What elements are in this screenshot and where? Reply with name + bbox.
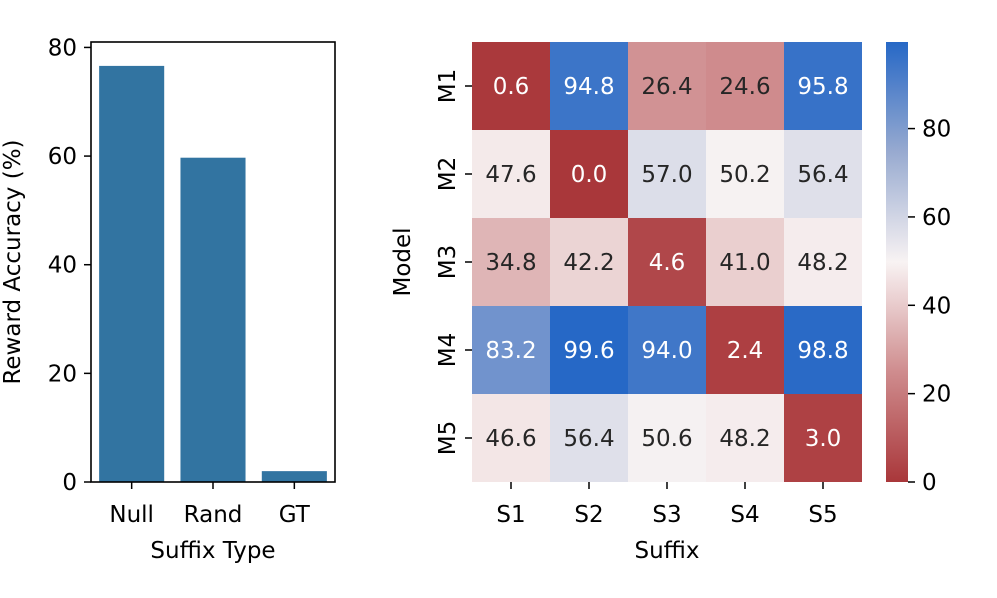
heatmap-cell [706,130,784,218]
heatmap-x-axis-title: Suffix [634,538,699,564]
heatmap-cell-label: 48.2 [719,426,770,452]
heatmap-x-tick-label: S4 [730,502,759,528]
heatmap-cell-label: 98.8 [797,338,848,364]
heatmap-cell [550,42,628,130]
heatmap-y-tick-label: M3 [435,245,461,279]
heatmap-y-tick-label: M5 [435,421,461,455]
heatmap-cell-label: 47.6 [485,162,536,188]
heatmap-cell-label: 2.4 [727,338,764,364]
heatmap-cell [550,306,628,394]
bar-y-axis-title: Reward Accuracy (%) [0,139,26,384]
y-tick-label: 20 [48,361,77,387]
y-tick-label: 40 [48,253,77,279]
heatmap-cell-label: 0.0 [571,162,608,188]
heatmap-y-axis-title: Model [390,227,416,296]
heatmap-cell-label: 34.8 [485,250,536,276]
heatmap-cell-label: 56.4 [563,426,614,452]
bar-x-axis-ticks: Null Rand GT [109,482,311,528]
x-tick-label: GT [279,502,311,528]
heatmap-cell [706,394,784,482]
y-tick-label: 0 [62,470,77,496]
heatmap-cell [784,394,862,482]
heatmap-cell-label: 42.2 [563,250,614,276]
x-tick-label: Null [109,502,154,528]
heatmap-cell-label: 24.6 [719,74,770,100]
bar-group [99,65,327,482]
heatmap-cell [472,394,550,482]
heatmap-cell-label: 56.4 [797,162,848,188]
heatmap-y-axis-ticks: M1 M2 M3 M4 M5 [435,69,472,455]
heatmap-cell [784,306,862,394]
heatmap-cell [628,394,706,482]
heatmap-y-tick-label: M2 [435,157,461,191]
heatmap-cell-label: 3.0 [805,426,842,452]
heatmap-x-axis-ticks: S1 S2 S3 S4 S5 [496,482,838,528]
bar-x-axis-title: Suffix Type [150,538,275,564]
heatmap-cell-label: 57.0 [641,162,692,188]
heatmap-cell [706,306,784,394]
colorbar-tick-label: 0 [922,470,937,496]
bar-y-axis-ticks: 0 20 40 60 80 [48,35,91,496]
heatmap-cell-label: 48.2 [797,250,848,276]
heatmap-cell-label: 94.0 [641,338,692,364]
heatmap-cell-label: 46.6 [485,426,536,452]
heatmap-cell [628,306,706,394]
colorbar-ticks: 0 20 40 60 80 [908,117,951,496]
bar [261,471,327,482]
colorbar-tick-label: 20 [922,382,951,408]
heatmap-cell [628,42,706,130]
heatmap-cell [628,130,706,218]
colorbar-tick-label: 80 [922,117,951,143]
bar [180,157,246,482]
heatmap-cell [784,218,862,306]
colorbar-tick-label: 40 [922,293,951,319]
heatmap-x-tick-label: S5 [808,502,837,528]
y-tick-label: 60 [48,144,77,170]
y-tick-label: 80 [48,35,77,61]
heatmap-x-tick-label: S1 [496,502,525,528]
heatmap-y-tick-label: M4 [435,333,461,367]
heatmap-cell [706,42,784,130]
heatmap-cells [472,42,862,482]
heatmap-cell-label: 50.6 [641,426,692,452]
heatmap-cell-label: 95.8 [797,74,848,100]
bar-plot-frame [90,41,336,483]
heatmap-cell [784,130,862,218]
heatmap-cell [550,218,628,306]
heatmap-cell [472,130,550,218]
heatmap-cell [706,218,784,306]
heatmap-cell [628,218,706,306]
heatmap-cell-label: 41.0 [719,250,770,276]
heatmap-cell [472,42,550,130]
heatmap-cell [784,42,862,130]
heatmap-cell-labels: 0.6 94.8 26.4 24.6 95.8 47.6 0.0 57.0 50.2 56.4 34… [485,74,848,452]
bar-chart-panel: 0 20 40 60 80 Null Rand GT Suffix Type Reward … [0,35,336,564]
heatmap-cell-label: 50.2 [719,162,770,188]
heatmap-cell [550,394,628,482]
heatmap-cell-label: 83.2 [485,338,536,364]
heatmap-cell-label: 26.4 [641,74,692,100]
heatmap-cell-label: 4.6 [649,250,686,276]
heatmap-y-tick-label: M1 [435,69,461,103]
heatmap-x-tick-label: S3 [652,502,681,528]
heatmap-cell [472,306,550,394]
bar [99,65,165,482]
heatmap-panel: 0.6 94.8 26.4 24.6 95.8 47.6 0.0 57.0 50.2 56.4 34… [390,42,862,564]
colorbar-tick-label: 60 [922,205,951,231]
heatmap-cell-label: 94.8 [563,74,614,100]
colorbar-gradient [886,42,908,482]
heatmap-cell [472,218,550,306]
heatmap-x-tick-label: S2 [574,502,603,528]
heatmap-cell-label: 99.6 [563,338,614,364]
heatmap-cell [550,130,628,218]
heatmap-cell-label: 0.6 [493,74,530,100]
x-tick-label: Rand [184,502,243,528]
colorbar: 0 20 40 60 80 [886,42,951,496]
